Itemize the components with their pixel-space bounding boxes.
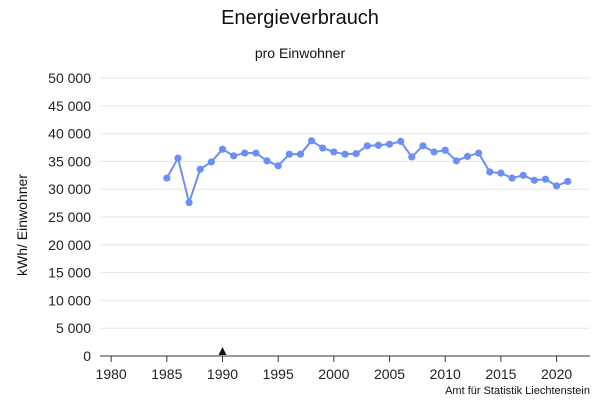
- data-point: [241, 149, 249, 157]
- data-point: [363, 142, 371, 150]
- data-point: [196, 165, 204, 173]
- x-tick-label: 1995: [263, 366, 294, 382]
- data-point: [430, 148, 438, 156]
- x-tick-label: 1985: [151, 366, 182, 382]
- data-point: [374, 141, 383, 149]
- y-tick-label: 45 000: [48, 98, 91, 114]
- data-point: [207, 158, 215, 166]
- data-point: [185, 198, 193, 207]
- y-tick-label: 10 000: [48, 292, 91, 308]
- chart-subtitle: pro Einwohner: [254, 45, 346, 61]
- x-tick-label: 1980: [96, 366, 127, 382]
- data-point: [463, 152, 472, 160]
- data-point: [352, 150, 360, 158]
- y-tick-label: 0: [83, 348, 91, 364]
- data-point: [475, 149, 483, 157]
- chart-title: Energieverbrauch: [221, 7, 379, 29]
- data-point: [397, 137, 405, 145]
- data-point: [319, 144, 327, 152]
- data-point: [552, 182, 561, 190]
- data-point: [296, 150, 305, 158]
- data-point: [497, 169, 505, 177]
- y-tick-label: 25 000: [48, 209, 91, 225]
- data-point: [385, 140, 394, 148]
- data-point: [274, 162, 282, 170]
- data-point: [508, 174, 516, 182]
- y-tick-label: 30 000: [48, 181, 91, 197]
- data-point: [307, 137, 316, 145]
- y-tick-label: 5 000: [56, 320, 91, 336]
- data-point: [341, 150, 349, 158]
- x-tick-label: 2000: [318, 366, 349, 382]
- x-tick-label: 1990: [207, 366, 238, 382]
- data-point: [419, 142, 427, 150]
- data-point: [530, 176, 538, 184]
- data-point: [330, 148, 338, 156]
- y-tick-label: 40 000: [48, 126, 91, 142]
- data-point: [441, 146, 449, 154]
- x-tick-label: 2020: [541, 366, 572, 382]
- x-tick-label: 2015: [485, 366, 516, 382]
- x-tick-label: 2010: [430, 366, 461, 382]
- data-point: [519, 171, 527, 179]
- y-tick-label: 15 000: [48, 265, 91, 281]
- data-point: [486, 168, 494, 176]
- data-point: [230, 152, 238, 160]
- data-point: [163, 174, 171, 182]
- data-point: [541, 175, 550, 183]
- x-tick-label: 2005: [374, 366, 405, 382]
- data-point: [285, 150, 293, 158]
- marker-triangle: [218, 347, 227, 355]
- y-tick-label: 35 000: [48, 153, 91, 169]
- data-point: [174, 154, 182, 162]
- data-point: [263, 157, 271, 165]
- data-point: [408, 153, 416, 161]
- data-point: [452, 157, 460, 165]
- data-point: [218, 145, 227, 153]
- data-point: [252, 149, 260, 157]
- source-note: Amt für Statistik Liechtenstein: [445, 385, 590, 397]
- series-line: [165, 139, 569, 204]
- data-point: [564, 177, 572, 186]
- y-tick-label: 50 000: [48, 70, 91, 86]
- y-tick-label: 20 000: [48, 237, 91, 253]
